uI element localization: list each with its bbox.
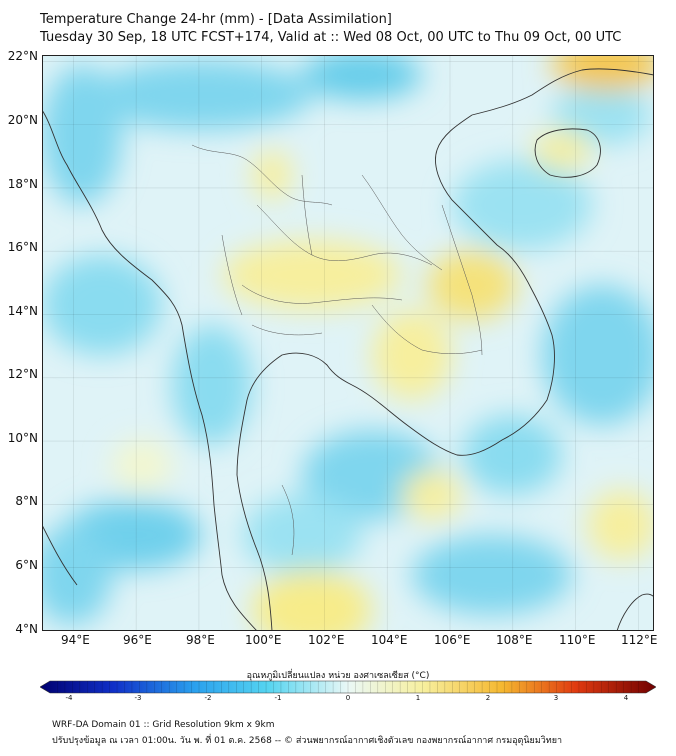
temperature-field: [42, 55, 654, 631]
temperature-change-map: [42, 55, 654, 631]
colorbar-tick: 3: [553, 694, 559, 702]
lon-tick-104: 104°E: [371, 633, 408, 647]
map-subtitle: Tuesday 30 Sep, 18 UTC FCST+174, Valid a…: [40, 30, 622, 45]
lon-tick-112: 112°E: [621, 633, 658, 647]
lat-tick-20: 20°N: [7, 113, 38, 127]
lon-tick-100: 100°E: [245, 633, 282, 647]
colorbar-tick: 2: [485, 694, 491, 702]
colorbar: [40, 680, 656, 694]
colorbar-tick: -2: [204, 694, 212, 702]
footer-model-info: WRF-DA Domain 01 :: Grid Resolution 9km …: [52, 720, 275, 730]
lat-tick-12: 12°N: [7, 367, 38, 381]
lon-tick-106: 106°E: [434, 633, 471, 647]
lat-tick-22: 22°N: [7, 49, 38, 63]
map-canvas: [42, 55, 654, 631]
lat-tick-8: 8°N: [15, 494, 38, 508]
lat-tick-4: 4°N: [15, 622, 38, 636]
coastlines: [42, 68, 654, 631]
lon-tick-110: 110°E: [559, 633, 596, 647]
colorbar-tick: 0: [345, 694, 351, 702]
colorbar-tick: -1: [274, 694, 282, 702]
lon-tick-108: 108°E: [496, 633, 533, 647]
colorbar-tick: -3: [134, 694, 142, 702]
colorbar-tick: 1: [415, 694, 421, 702]
lon-tick-98: 98°E: [186, 633, 215, 647]
footer-credit: ปรับปรุงข้อมูล ณ เวลา 01:00น. วัน พ. ที่…: [52, 736, 563, 746]
lon-tick-102: 102°E: [308, 633, 345, 647]
colorbar-tick: -4: [65, 694, 73, 702]
lat-tick-18: 18°N: [7, 177, 38, 191]
lat-tick-14: 14°N: [7, 304, 38, 318]
lat-tick-6: 6°N: [15, 558, 38, 572]
admin-boundaries: [191, 144, 483, 556]
lat-tick-16: 16°N: [7, 240, 38, 254]
graticule: [42, 55, 654, 631]
lon-tick-94: 94°E: [61, 633, 90, 647]
map-title: Temperature Change 24-hr (mm) - [Data As…: [40, 12, 392, 27]
lat-tick-10: 10°N: [7, 431, 38, 445]
colorbar-title: อุณหภูมิเปลี่ยนแปลง หน่วย องศาเซลเซียส (…: [246, 671, 430, 681]
lon-tick-96: 96°E: [123, 633, 152, 647]
colorbar-tick: 4: [623, 694, 629, 702]
